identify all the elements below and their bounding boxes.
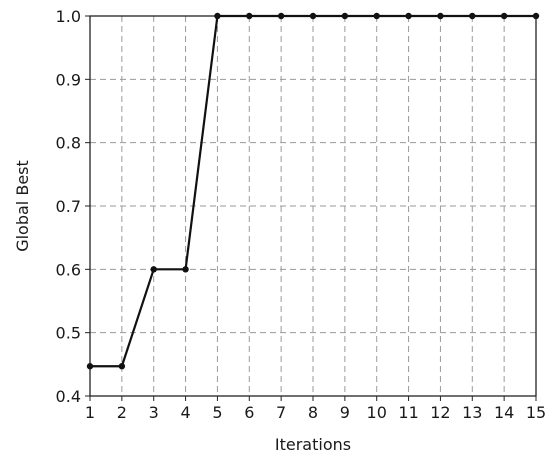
data-point <box>182 266 189 273</box>
x-tick-label: 11 <box>398 403 418 422</box>
data-point <box>86 363 94 370</box>
x-tick-label: 10 <box>367 403 387 422</box>
y-tick-label: 1.0 <box>56 7 81 26</box>
x-tick-label: 14 <box>494 403 514 422</box>
grid <box>89 15 537 397</box>
x-axis-label: Iterations <box>275 435 351 454</box>
x-tick-label: 6 <box>244 403 254 422</box>
data-point <box>277 12 285 20</box>
y-tick-label: 0.4 <box>56 387 81 406</box>
x-tick-label: 12 <box>430 403 450 422</box>
data-point <box>405 12 412 20</box>
series-layer <box>86 12 540 370</box>
x-tick-label: 15 <box>526 403 546 422</box>
data-point <box>500 12 508 20</box>
axis-ticks: 1 2 3 4 5 6 7 8 9 10 11 12 13 14 150.40.50.60.70.80.91… <box>56 7 547 422</box>
data-point <box>246 12 253 20</box>
y-axis-label: Global Best <box>13 160 32 252</box>
data-point <box>532 12 540 20</box>
data-point <box>118 363 126 370</box>
data-point <box>373 12 380 20</box>
y-tick-label: 0.6 <box>56 260 81 279</box>
y-tick-label: 0.9 <box>56 70 81 89</box>
data-point <box>437 12 444 20</box>
x-tick-label: 9 <box>340 403 350 422</box>
x-tick-label: 2 <box>117 403 127 422</box>
x-tick-label: 8 <box>308 403 318 422</box>
y-tick-label: 0.7 <box>56 197 81 216</box>
x-tick-label: 5 <box>212 403 222 422</box>
data-point <box>341 12 349 20</box>
data-point <box>469 12 476 20</box>
x-tick-label: 7 <box>276 403 286 422</box>
x-tick-label: 13 <box>462 403 482 422</box>
y-tick-label: 0.5 <box>56 324 81 343</box>
x-tick-label: 4 <box>180 403 190 422</box>
y-tick-label: 0.8 <box>56 134 81 153</box>
data-point <box>309 12 317 20</box>
x-tick-label: 1 <box>85 403 95 422</box>
data-point <box>150 266 157 273</box>
x-tick-label: 3 <box>149 403 159 422</box>
data-point <box>214 12 221 20</box>
